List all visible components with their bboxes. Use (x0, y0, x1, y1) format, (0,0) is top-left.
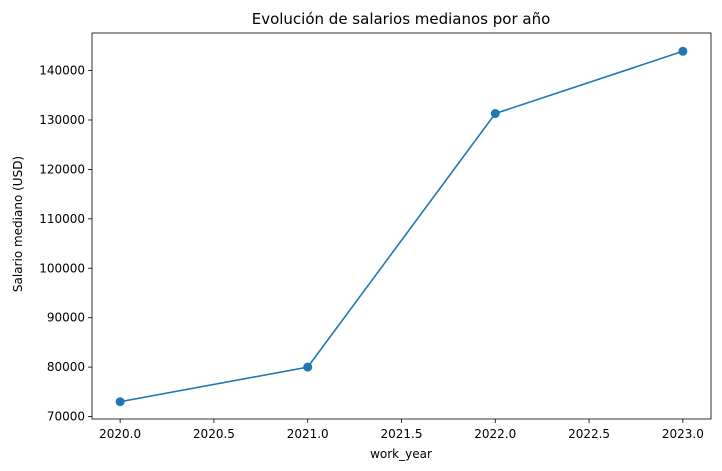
y-axis-label: Salario mediano (USD) (11, 156, 25, 292)
y-tick-label: 120000 (39, 162, 85, 176)
y-tick-label: 90000 (47, 311, 85, 325)
y-tick-label: 140000 (39, 64, 85, 78)
x-tick-label: 2020.5 (193, 427, 235, 441)
data-point (490, 109, 500, 119)
data-point (115, 397, 125, 407)
y-tick-label: 80000 (47, 360, 85, 374)
plot-area: 2020.0 2020.5 2021.0 2021.5 2022.0 2022.5 2023… (39, 32, 712, 441)
data-point (678, 46, 688, 56)
x-tick-label: 2021.5 (381, 427, 423, 441)
chart-title: Evolución de salarios medianos por año (252, 10, 551, 28)
x-tick-label: 2022.5 (568, 427, 610, 441)
y-tick-label: 130000 (39, 113, 85, 127)
x-tick-label: 2021.0 (287, 427, 329, 441)
y-tick-label: 110000 (39, 212, 85, 226)
x-tick-label: 2022.0 (474, 427, 516, 441)
y-tick-label: 100000 (39, 261, 85, 275)
data-point (303, 362, 313, 372)
series-line (119, 50, 684, 403)
x-tick-label: 2023.0 (662, 427, 704, 441)
x-axis-label: work_year (370, 447, 432, 461)
plot-frame (91, 32, 712, 420)
y-tick-label: 70000 (47, 410, 85, 424)
x-tick-label: 2020.0 (99, 427, 141, 441)
